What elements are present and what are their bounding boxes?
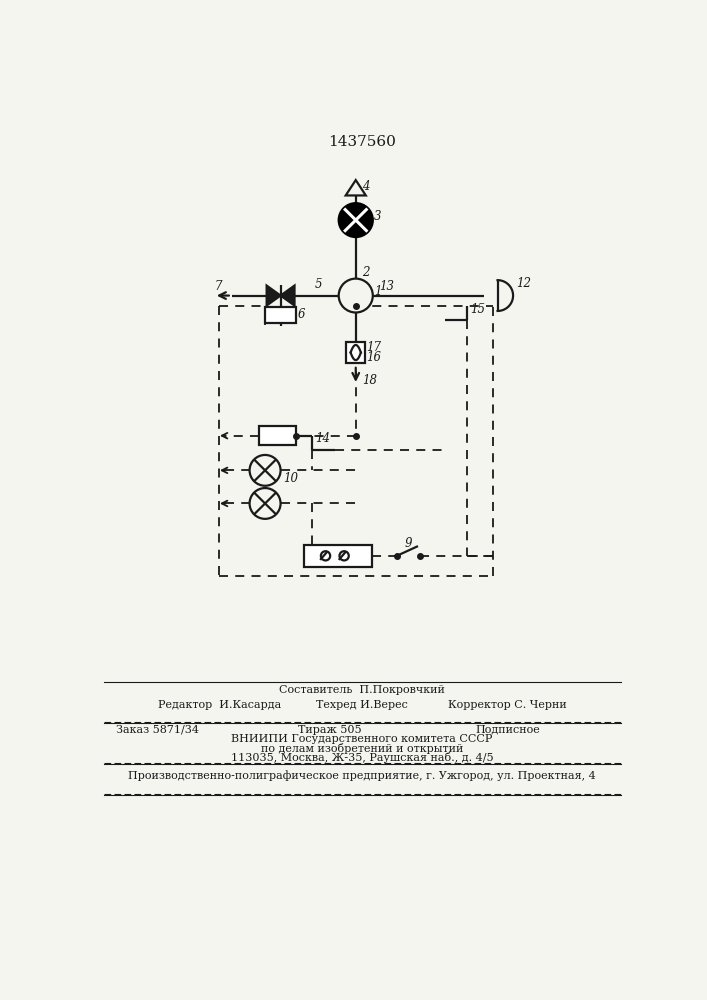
Circle shape xyxy=(339,279,373,312)
Text: 3: 3 xyxy=(374,210,382,223)
Text: по делам изобретений и открытий: по делам изобретений и открытий xyxy=(261,743,463,754)
Bar xyxy=(259,426,296,445)
Text: 16: 16 xyxy=(367,351,382,364)
Text: Корректор С. Черни: Корректор С. Черни xyxy=(448,700,566,710)
Text: 8: 8 xyxy=(334,549,341,562)
Polygon shape xyxy=(267,286,281,306)
Text: Производственно-полиграфическое предприятие, г. Ужгород, ул. Проектная, 4: Производственно-полиграфическое предприя… xyxy=(128,771,596,781)
Text: 13: 13 xyxy=(379,280,394,293)
Bar xyxy=(265,307,296,323)
Text: 1: 1 xyxy=(374,285,382,298)
Text: 14: 14 xyxy=(315,432,329,445)
Polygon shape xyxy=(281,286,295,306)
Text: 10: 10 xyxy=(283,472,298,485)
Text: Заказ 5871/34: Заказ 5871/34 xyxy=(115,725,199,735)
Circle shape xyxy=(339,203,373,237)
Text: 5: 5 xyxy=(315,278,322,291)
Text: 15: 15 xyxy=(469,303,485,316)
Text: 18: 18 xyxy=(362,374,377,387)
Text: 17: 17 xyxy=(366,341,381,354)
Text: Редактор  И.Касарда: Редактор И.Касарда xyxy=(158,700,281,710)
Text: 4: 4 xyxy=(362,180,370,193)
Text: Подписное: Подписное xyxy=(476,725,541,735)
Text: 113035, Москва, Ж-35, Раушская наб., д. 4/5: 113035, Москва, Ж-35, Раушская наб., д. … xyxy=(230,752,493,763)
Text: 1437560: 1437560 xyxy=(328,135,396,149)
Text: 12: 12 xyxy=(516,277,531,290)
Text: Тираж 505: Тираж 505 xyxy=(298,725,361,735)
Text: Составитель  П.Покровчкий: Составитель П.Покровчкий xyxy=(279,685,445,695)
Bar xyxy=(304,545,372,567)
Text: 6: 6 xyxy=(298,308,305,321)
Text: 11: 11 xyxy=(270,429,285,442)
Bar xyxy=(346,342,365,363)
Text: 7: 7 xyxy=(215,280,222,293)
Text: 2: 2 xyxy=(362,266,370,279)
Text: ВНИИПИ Государственного комитета СССР: ВНИИПИ Государственного комитета СССР xyxy=(231,734,493,744)
Text: Техред И.Верес: Техред И.Верес xyxy=(316,700,408,710)
Text: 9: 9 xyxy=(404,537,412,550)
